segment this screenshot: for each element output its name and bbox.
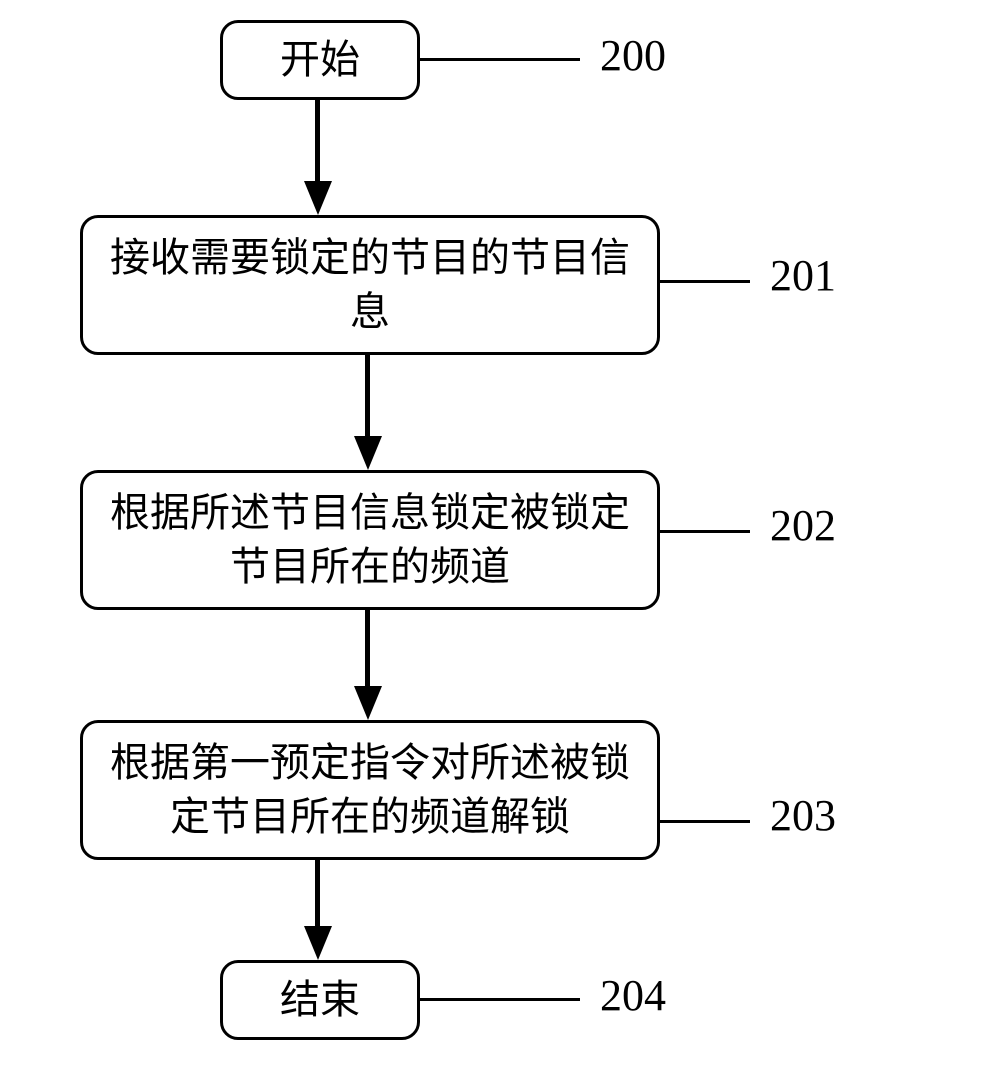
label-text: 201 [770, 251, 836, 300]
step-number-label: 201 [770, 250, 836, 301]
label-text: 203 [770, 791, 836, 840]
flowchart-canvas: 开始 接收需要锁定的节目的节目信息 根据所述节目信息锁定被锁定节目所在的频道 根… [0, 0, 982, 1086]
arrow-down-icon [304, 926, 332, 960]
label-text: 204 [600, 971, 666, 1020]
arrow-down-icon [304, 181, 332, 215]
leader-line [660, 280, 750, 283]
label-text: 202 [770, 501, 836, 550]
flowchart-edge [315, 100, 320, 181]
node-text: 结束 [280, 973, 360, 1027]
arrow-down-icon [354, 686, 382, 720]
node-text: 根据所述节目信息锁定被锁定节目所在的频道 [103, 486, 637, 594]
step-number-label: 202 [770, 500, 836, 551]
flowchart-node-step-201: 接收需要锁定的节目的节目信息 [80, 215, 660, 355]
label-text: 200 [600, 31, 666, 80]
flowchart-edge [315, 860, 320, 926]
flowchart-node-step-203: 根据第一预定指令对所述被锁定节目所在的频道解锁 [80, 720, 660, 860]
leader-line [420, 58, 580, 61]
flowchart-edge [365, 610, 370, 686]
flowchart-node-start: 开始 [220, 20, 420, 100]
step-number-label: 200 [600, 30, 666, 81]
step-number-label: 204 [600, 970, 666, 1021]
flowchart-node-end: 结束 [220, 960, 420, 1040]
node-text: 开始 [280, 33, 360, 87]
flowchart-edge [365, 355, 370, 436]
leader-line [420, 998, 580, 1001]
node-text: 根据第一预定指令对所述被锁定节目所在的频道解锁 [103, 736, 637, 844]
node-text: 接收需要锁定的节目的节目信息 [103, 231, 637, 339]
leader-line [660, 530, 750, 533]
flowchart-node-step-202: 根据所述节目信息锁定被锁定节目所在的频道 [80, 470, 660, 610]
arrow-down-icon [354, 436, 382, 470]
leader-line [660, 820, 750, 823]
step-number-label: 203 [770, 790, 836, 841]
